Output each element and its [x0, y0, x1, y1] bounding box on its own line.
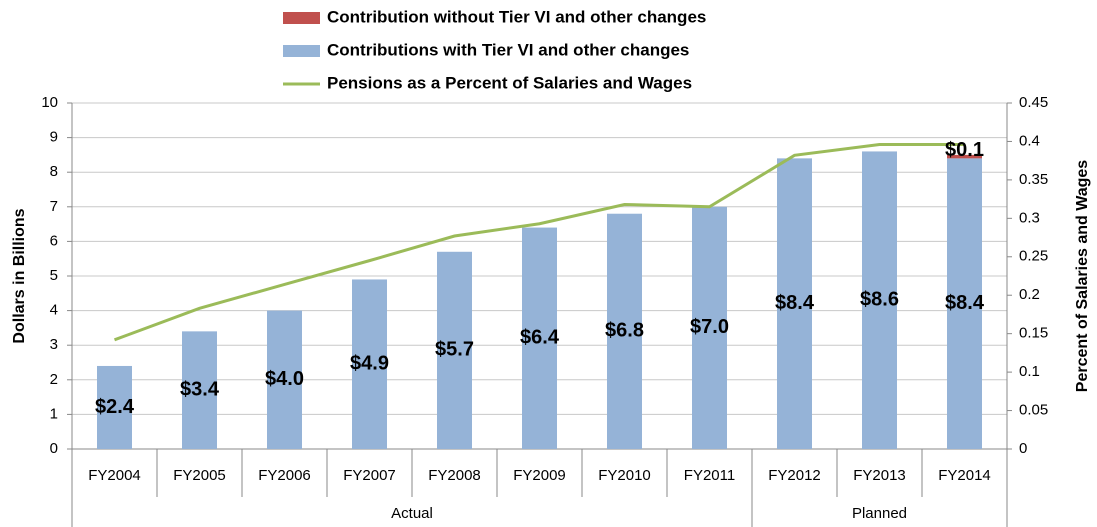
y2-axis-title: Percent of Salaries and Wages: [1074, 160, 1091, 392]
y-tick-label: 9: [50, 129, 58, 146]
bar: [437, 251, 472, 449]
y-tick-label: 6: [50, 232, 58, 249]
bar: [947, 158, 982, 450]
x-tick-label: FY2007: [343, 467, 396, 484]
y2-tick-label: 0.05: [1019, 402, 1048, 419]
y2-tick-label: 0.3: [1019, 209, 1040, 226]
y-tick-label: 4: [50, 302, 58, 319]
value-label: $8.4: [775, 292, 815, 314]
value-label: $6.4: [520, 327, 560, 349]
bar: [182, 331, 217, 449]
x-tick-label: FY2005: [173, 467, 226, 484]
x-tick-label: FY2014: [938, 467, 991, 484]
y-tick-label: 0: [50, 440, 58, 457]
y-tick-label: 7: [50, 198, 58, 215]
y-tick-label: 1: [50, 405, 58, 422]
y2-tick-label: 0.15: [1019, 325, 1048, 342]
bar: [692, 206, 727, 449]
y-axis-title: Dollars in Billions: [11, 208, 28, 343]
x-tick-label: FY2008: [428, 467, 481, 484]
group-label: Actual: [391, 505, 433, 522]
y2-tick-label: 0.35: [1019, 171, 1048, 188]
value-label: $5.7: [435, 339, 474, 361]
value-label: $0.1: [945, 139, 984, 161]
value-label: $8.6: [860, 289, 899, 311]
y-tick-label: 2: [50, 371, 58, 388]
y-tick-label: 5: [50, 267, 58, 284]
legend-label: Pensions as a Percent of Salaries and Wa…: [327, 73, 692, 92]
legend-label: Contribution without Tier VI and other c…: [327, 7, 706, 26]
bar: [522, 227, 557, 449]
y2-tick-label: 0.45: [1019, 94, 1048, 111]
y2-tick-label: 0.2: [1019, 286, 1040, 303]
value-label: $7.0: [690, 316, 729, 338]
value-label: $6.8: [605, 320, 644, 342]
x-tick-label: FY2004: [88, 467, 141, 484]
x-tick-label: FY2009: [513, 467, 566, 484]
bar: [97, 365, 132, 449]
value-label: $4.0: [265, 368, 304, 390]
value-label: $4.9: [350, 353, 389, 375]
legend-swatch: [283, 45, 320, 57]
x-tick-label: FY2010: [598, 467, 651, 484]
bar: [947, 154, 982, 159]
bar: [352, 279, 387, 449]
legend-swatch: [283, 12, 320, 24]
y-tick-label: 3: [50, 336, 58, 353]
legend-label: Contributions with Tier VI and other cha…: [327, 40, 689, 59]
y-tick-label: 8: [50, 163, 58, 180]
y2-tick-label: 0.1: [1019, 363, 1040, 380]
y2-tick-label: 0.25: [1019, 248, 1048, 265]
y-tick-label: 10: [41, 94, 58, 111]
bar: [862, 151, 897, 449]
group-label: Planned: [852, 505, 907, 522]
x-tick-label: FY2011: [684, 467, 735, 484]
value-label: $3.4: [180, 378, 220, 400]
bar: [777, 158, 812, 450]
bar: [607, 213, 642, 449]
bar: [267, 310, 302, 449]
x-tick-label: FY2006: [258, 467, 311, 484]
x-tick-label: FY2012: [768, 467, 821, 484]
y2-tick-label: 0: [1019, 440, 1027, 457]
value-label: $2.4: [95, 396, 135, 418]
y2-tick-label: 0.4: [1019, 132, 1040, 149]
value-label: $8.4: [945, 292, 985, 314]
x-tick-label: FY2013: [853, 467, 906, 484]
line-series: [113, 143, 965, 342]
